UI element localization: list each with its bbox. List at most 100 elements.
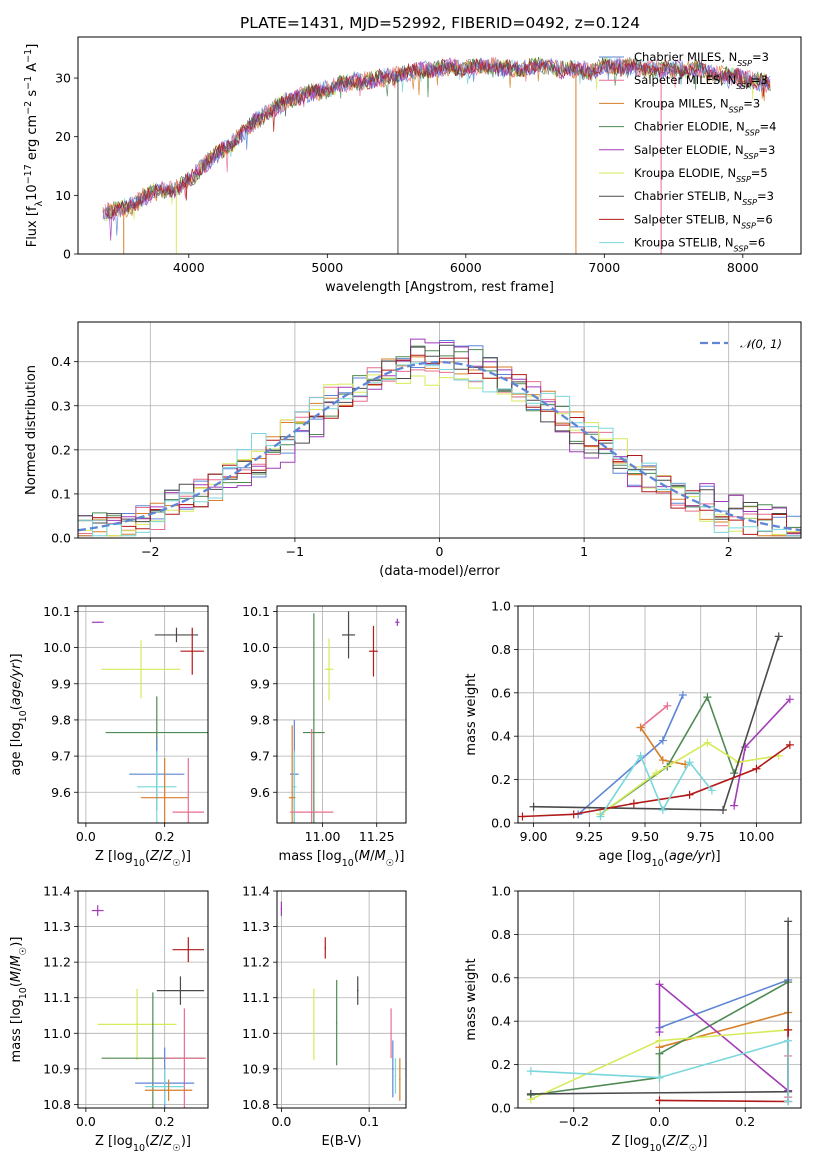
weight-vs-z-panel: −0.2 0.0 0.20.00.20.40.60.81.0Z [log10(Z/Z… [464,884,802,1154]
plot-area [288,611,400,823]
y-tick-label: 0.1 [51,486,71,501]
label-part: −1 [23,76,34,90]
label-part: / [159,849,164,864]
label-part: Flux [f [25,206,40,247]
weight-marker [719,805,728,814]
y-tick-label: 10.0 [43,640,71,655]
label-part: ☉ [386,858,395,869]
label-part: 10 [342,858,354,869]
weight-line-chabrier-stelib [533,636,780,811]
x-tick-label: 10.00 [739,829,775,844]
weight-marker [518,812,527,821]
y-tick-label: 0.8 [491,642,511,657]
weight-marker [703,693,712,702]
y-tick-label: 9.8 [51,712,71,727]
y-tick-label: 11.4 [242,884,270,899]
label-part: 10 [652,858,664,869]
weight-marker [663,701,672,710]
legend-name: Chabrier ELODIE, N [634,120,745,134]
plot-area [518,632,794,821]
legend-label: Salpeter STELIB, NSSP=6 [634,212,773,230]
x-tick-label: 0.2 [155,1114,175,1129]
legend-subscript: SSP [742,198,757,207]
weight-marker [655,980,664,989]
label-part: Z [log [95,1134,133,1149]
x-tick-label: 0.0 [271,1114,291,1129]
error-bar-point [328,668,330,671]
y-tick-label: 11.0 [43,1026,71,1041]
label-part: 10 [133,1143,145,1154]
label-part: M [375,849,386,864]
label-part: Z [162,849,173,864]
y-tick-label: 0.4 [51,354,71,369]
y-axis-label: Normed distribution [24,365,39,495]
legend-name: Salpeter STELIB, N [634,212,741,226]
error-bar-point [293,786,296,788]
y-tick-label: 9.7 [250,749,270,764]
mass-vs-z-panel: 0.0 0.2 10.8 10.9 11.0 11.1 11.2 11.3 11.4 Z [log… [9,884,209,1154]
weight-line-chabrier-miles [659,979,789,1029]
axes-frame [77,36,802,255]
legend-count: =3 [751,73,768,87]
label-part: ( [9,982,24,987]
mass-vs-ebv-panel: 0.0 0.1 10.8 10.9 11.0 11.1 11.2 11.3 11.4 E(B-V) [242,884,407,1149]
weight-marker [636,751,645,760]
label-part: mass [log [9,999,24,1062]
label-part: Z [679,1134,690,1149]
plot-area [102,56,771,254]
weight-marker [652,769,661,778]
weight-marker [784,917,793,926]
label-part: λ [34,200,45,206]
weight-line-salpeter-elodie [733,698,791,806]
label-part: / [676,1134,681,1149]
y-tick-label: 9.9 [51,676,71,691]
error-bar-point [96,621,99,624]
error-bar-point [155,731,158,734]
label-part: )] [394,849,404,864]
label-part: ☉ [18,947,29,956]
y-tick-label: 9.8 [250,712,270,727]
error-bar-point [167,1089,170,1092]
plot-area [526,917,793,1106]
label-part: 10 [25,184,40,201]
error-bar-point [187,948,190,951]
y-tick-label: 0.2 [491,1057,511,1072]
legend-label: Chabrier STELIB, NSSP=3 [634,189,774,207]
y-tick-label: 10.1 [43,604,71,619]
error-bar-point [179,989,182,992]
y-tick-label: 0.4 [491,729,511,744]
residuals-panel: −2 −1 0 1 2 0.0 0.1 0.2 0.3 0.4 (data-model)/error… [24,321,802,579]
plot-area [78,338,801,537]
error-bar-point [155,786,158,788]
legend-count: =3 [757,189,774,203]
weight-marker [707,786,716,795]
error-bar-point [392,1068,394,1070]
age-vs-z-panel: 0.0 0.29.69.79.89.910.010.1Z [log10(Z/Z☉)… [9,604,209,869]
x-tick-label: 9.75 [687,829,715,844]
label-part: Z [162,1134,173,1149]
y-tick-label: 1.0 [491,884,511,899]
label-part: M [9,955,24,966]
weight-marker [655,1049,664,1058]
y-tick-label: 10.9 [43,1061,71,1076]
weight-marker [658,805,667,814]
label-part: M [9,971,24,982]
legend-subscript: SSP [736,82,751,91]
y-tick-label: 11.3 [242,919,270,934]
legend-name: Chabrier STELIB, N [634,189,742,203]
legend-subscript: SSP [729,105,744,114]
y-tick-label: 11.0 [242,1026,270,1041]
x-tick-label: 11.25 [359,829,395,844]
y-tick-label: 10.1 [242,604,270,619]
label-part: )] [9,653,24,663]
x-tick-label: 0.0 [76,829,96,844]
y-tick-label: 0 [63,247,71,262]
x-axis-label: (data-model)/error [379,564,500,579]
label-part: )] [181,849,191,864]
weight-line-kroupa-elodie [599,741,779,815]
weight-marker [774,632,783,641]
y-tick-label: 11.4 [43,884,71,899]
weight-marker [655,1073,664,1082]
y-tick-label: 0.4 [491,1014,511,1029]
